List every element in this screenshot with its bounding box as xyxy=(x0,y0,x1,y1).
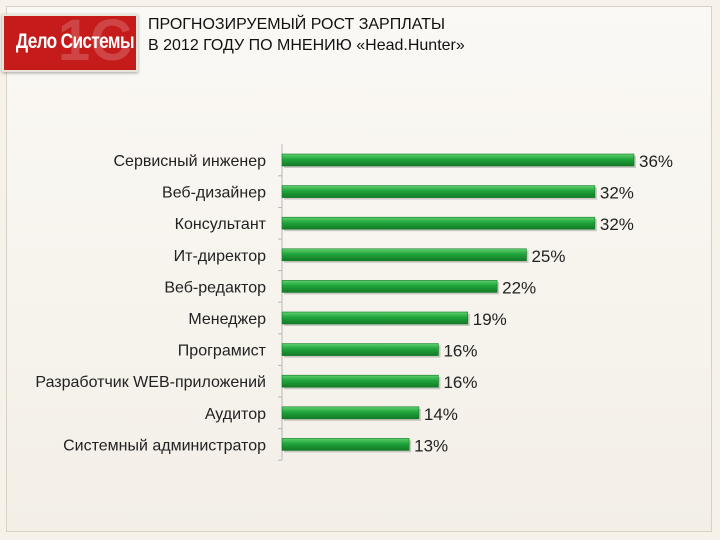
bar xyxy=(281,406,420,420)
category-label: Менеджер xyxy=(188,311,266,328)
logo-watermark: 1С xyxy=(57,14,132,72)
value-label: 13% xyxy=(414,436,448,455)
value-label: 16% xyxy=(443,342,477,361)
value-label: 16% xyxy=(443,373,477,392)
value-label: 22% xyxy=(502,278,536,297)
bar xyxy=(281,153,635,167)
logo: 1С Дело Системы xyxy=(2,14,138,72)
bar xyxy=(281,311,469,325)
bar xyxy=(281,343,439,356)
value-label: 19% xyxy=(473,310,507,329)
title-line-1: ПРОГНОЗИРУЕМЫЙ РОСТ ЗАРПЛАТЫ xyxy=(148,16,446,33)
bar xyxy=(281,438,410,451)
bar xyxy=(281,185,596,198)
category-label: Програмист xyxy=(178,343,267,360)
bar xyxy=(281,248,527,262)
category-label: Разработчик WEB-приложений xyxy=(35,374,266,391)
logo-text: Дело Системы xyxy=(15,30,135,53)
category-label: Веб-дизайнер xyxy=(162,185,266,202)
bar xyxy=(281,280,498,293)
value-label: 25% xyxy=(531,247,565,266)
value-label: 36% xyxy=(639,152,673,171)
value-label: 32% xyxy=(600,215,634,234)
category-label: Ит-директор xyxy=(174,248,266,265)
bars-group: Сервисный инженер 36% Веб-дизайнер 32% Консу… xyxy=(35,152,673,461)
value-label: 32% xyxy=(600,184,634,203)
category-label: Веб-редактор xyxy=(164,279,266,296)
page-title: ПРОГНОЗИРУЕМЫЙ РОСТ ЗАРПЛАТЫ В 2012 ГОДУ… xyxy=(148,14,708,56)
bar xyxy=(281,216,596,230)
category-label: Сервисный инженер xyxy=(113,153,266,170)
category-label: Системный администратор xyxy=(63,437,266,454)
title-line-2: В 2012 ГОДУ ПО МНЕНИЮ «Head.Hunter» xyxy=(148,37,465,54)
value-label: 14% xyxy=(424,405,458,424)
category-label: Аудитор xyxy=(205,406,266,423)
bar xyxy=(281,374,439,388)
category-label: Консультант xyxy=(175,216,267,233)
